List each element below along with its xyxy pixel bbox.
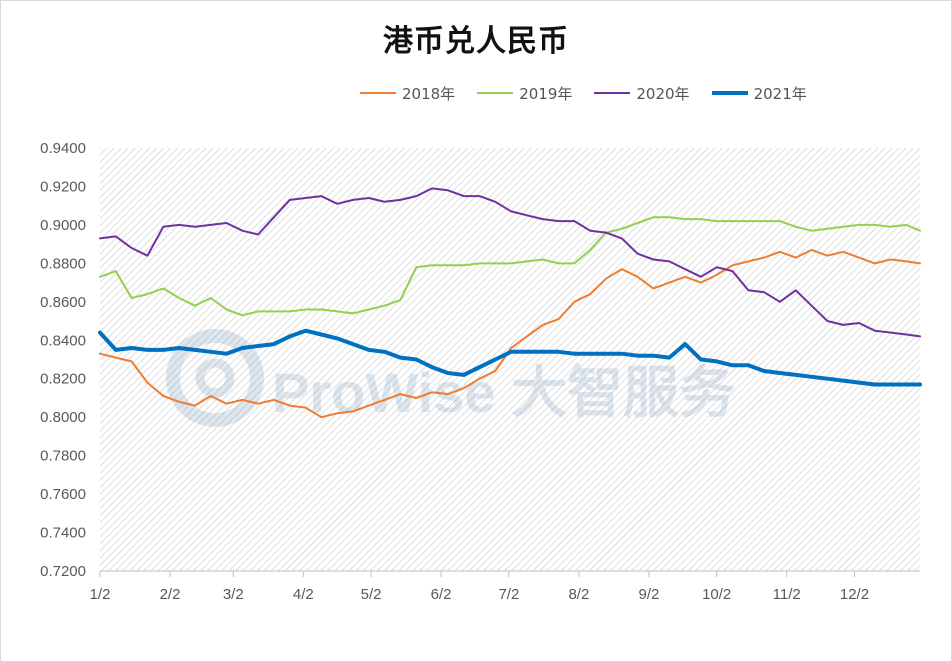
y-tick-label: 0.9400 (40, 140, 86, 157)
y-tick-label: 0.8000 (40, 409, 86, 426)
legend: 2018年 2019年 2020年 2021年 (360, 82, 829, 104)
watermark-text: ProWise 大智服务 (272, 361, 735, 424)
x-tick-label: 6/2 (431, 586, 452, 603)
x-tick-label: 9/2 (638, 586, 659, 603)
plot-area (100, 148, 920, 571)
y-tick-label: 0.8600 (40, 294, 86, 311)
y-tick-label: 0.7400 (40, 525, 86, 542)
y-tick-label: 0.8200 (40, 371, 86, 388)
x-tick-label: 4/2 (293, 586, 314, 603)
x-tick-label: 7/2 (498, 586, 519, 603)
series-line-2018年 (99, 248, 921, 419)
x-tick-label: 2/2 (160, 586, 181, 603)
series-line-2021年 (98, 328, 922, 387)
series-line-2020年 (99, 187, 921, 338)
series-lines (98, 187, 922, 419)
legend-label-2021: 2021年 (753, 84, 807, 103)
legend-label-2018: 2018年 (402, 84, 456, 103)
y-tick-label: 0.9200 (40, 178, 86, 195)
legend-swatch-2020 (594, 92, 631, 94)
chart-title: 港币兑人民币 (383, 24, 569, 59)
x-tick-label: 5/2 (361, 586, 382, 603)
x-tick-label: 10/2 (702, 586, 731, 603)
series-line-2019年 (99, 216, 921, 317)
y-axis: 0.9400 0.9200 0.9000 0.8800 0.8600 0.8400 0.82… (40, 140, 86, 580)
y-tick-label: 0.7800 (40, 448, 86, 465)
x-tick-label: 8/2 (568, 586, 589, 603)
y-tick-label: 0.7200 (40, 563, 86, 580)
watermark: ProWise 大智服务 (166, 329, 735, 427)
legend-item-2019: 2019年 (477, 83, 572, 104)
y-tick-label: 0.9000 (40, 217, 86, 234)
x-tick-label: 1/2 (90, 586, 111, 603)
x-tick-label: 11/2 (773, 586, 801, 603)
legend-item-2021: 2021年 (711, 83, 807, 104)
legend-item-2018: 2018年 (360, 83, 455, 104)
legend-swatch-2019 (477, 92, 514, 94)
watermark-logo-ring (166, 329, 264, 427)
x-tick-label: 3/2 (223, 586, 244, 603)
legend-swatch-2018 (360, 92, 396, 94)
watermark-logo-core (195, 358, 235, 398)
x-tick-label: 12/2 (840, 586, 869, 603)
x-axis: 1/2 2/2 3/2 4/2 5/2 6/2 7/2 8/2 9/2 10/2 11/2 12/2 (90, 570, 920, 603)
legend-swatch-2021 (711, 91, 748, 95)
y-tick-label: 0.8800 (40, 255, 86, 272)
legend-label-2020: 2020年 (636, 84, 690, 103)
legend-label-2019: 2019年 (519, 84, 573, 103)
y-tick-label: 0.7600 (40, 486, 86, 503)
y-tick-label: 0.8400 (40, 332, 86, 349)
legend-item-2020: 2020年 (594, 83, 690, 104)
